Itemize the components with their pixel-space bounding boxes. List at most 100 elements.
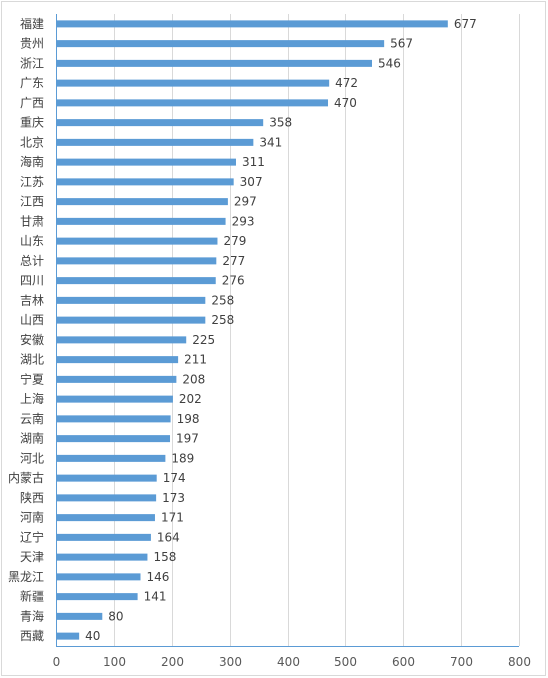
- bar: [57, 454, 166, 462]
- value-labels: 677 567 546 472 470 358 341 311 307 297 293 279 277 2…: [85, 17, 477, 643]
- x-tick-label: 400: [277, 655, 300, 669]
- bar: [57, 593, 138, 601]
- value-label: 307: [240, 175, 263, 189]
- value-label: 40: [85, 629, 100, 643]
- category-label: 海南: [20, 154, 44, 169]
- bar: [57, 573, 141, 581]
- bar: [57, 79, 330, 87]
- value-label: 225: [192, 333, 215, 347]
- category-label: 黑龙江: [8, 570, 44, 584]
- category-label: 湖北: [20, 352, 44, 367]
- category-label: 内蒙古: [8, 470, 44, 485]
- bar: [57, 612, 103, 620]
- value-label: 211: [184, 353, 207, 367]
- bar: [57, 198, 228, 206]
- x-tick-label: 200: [161, 655, 184, 669]
- bar: [57, 59, 372, 67]
- category-label: 江苏: [20, 175, 44, 189]
- value-label: 202: [179, 392, 202, 406]
- category-label: 山东: [20, 234, 44, 248]
- bar: [57, 158, 236, 166]
- x-tick-label: 300: [219, 655, 242, 669]
- category-label: 广西: [20, 96, 44, 110]
- value-label: 174: [163, 471, 186, 485]
- value-label: 470: [334, 96, 357, 110]
- x-tick-label: 100: [103, 655, 126, 669]
- bar: [57, 474, 157, 482]
- value-label: 341: [259, 135, 282, 149]
- bar: [57, 119, 264, 127]
- bars: [57, 20, 448, 640]
- bar: [57, 553, 148, 561]
- value-label: 258: [211, 293, 234, 307]
- category-label: 宁夏: [20, 371, 44, 386]
- value-label: 208: [182, 372, 205, 386]
- x-tick-label: 800: [508, 655, 531, 669]
- category-label: 云南: [20, 411, 44, 426]
- bar: [57, 178, 234, 186]
- bar: [57, 20, 448, 28]
- category-label: 重庆: [20, 116, 44, 130]
- value-label: 146: [146, 570, 169, 584]
- x-tick-label: 600: [392, 655, 415, 669]
- category-label: 广东: [20, 76, 44, 90]
- category-label: 江西: [20, 195, 44, 209]
- value-label: 567: [390, 37, 413, 51]
- category-label: 吉林: [20, 293, 44, 307]
- category-label: 新疆: [20, 589, 44, 604]
- value-label: 158: [153, 550, 176, 564]
- value-label: 358: [269, 116, 292, 130]
- value-label: 258: [211, 313, 234, 327]
- bar: [57, 356, 179, 364]
- bar: [57, 296, 206, 304]
- value-label: 173: [162, 491, 185, 505]
- value-label: 189: [171, 451, 194, 465]
- value-label: 297: [234, 195, 257, 209]
- category-label: 北京: [20, 135, 44, 149]
- bar: [57, 375, 177, 383]
- bar: [57, 533, 151, 541]
- category-label: 福建: [20, 16, 44, 31]
- gridlines: [56, 14, 520, 647]
- value-label: 276: [222, 274, 245, 288]
- bar: [57, 138, 254, 146]
- bar: [57, 257, 217, 265]
- category-label: 河南: [20, 510, 44, 525]
- x-tick-labels: 0 100 200 300 400 500 600 700 800: [53, 655, 531, 669]
- category-label: 甘肃: [20, 214, 44, 228]
- bar: [57, 336, 187, 344]
- bar: [57, 415, 171, 423]
- category-label: 西藏: [20, 629, 44, 643]
- value-label: 546: [378, 56, 401, 70]
- value-label: 472: [335, 76, 358, 90]
- bar: [57, 217, 226, 225]
- category-label: 陕西: [20, 490, 44, 505]
- x-tick-label: 700: [450, 655, 473, 669]
- value-label: 198: [177, 412, 200, 426]
- category-label: 河北: [20, 451, 44, 465]
- bar: [57, 40, 385, 48]
- value-label: 141: [144, 590, 167, 604]
- value-label: 171: [161, 511, 184, 525]
- value-label: 293: [232, 214, 255, 228]
- value-label: 80: [108, 609, 123, 623]
- bar: [57, 435, 171, 443]
- category-label: 安徽: [20, 332, 44, 347]
- category-labels: 福建贵州浙江广东广西重庆北京海南江苏江西甘肃山东总计四川吉林山西安徽湖北宁夏上海…: [8, 16, 44, 643]
- value-label: 197: [176, 432, 199, 446]
- category-label: 上海: [20, 391, 44, 406]
- bar: [57, 237, 218, 245]
- bar: [57, 316, 206, 324]
- bar: [57, 277, 216, 285]
- value-label: 677: [454, 17, 477, 31]
- category-label: 四川: [20, 274, 44, 288]
- category-label: 青海: [20, 608, 44, 623]
- category-label: 浙江: [20, 56, 44, 70]
- bar: [57, 395, 173, 403]
- x-tick-label: 0: [53, 655, 61, 669]
- category-label: 贵州: [20, 37, 44, 51]
- bar: [57, 99, 329, 107]
- category-label: 总计: [20, 254, 44, 268]
- bar: [57, 514, 155, 522]
